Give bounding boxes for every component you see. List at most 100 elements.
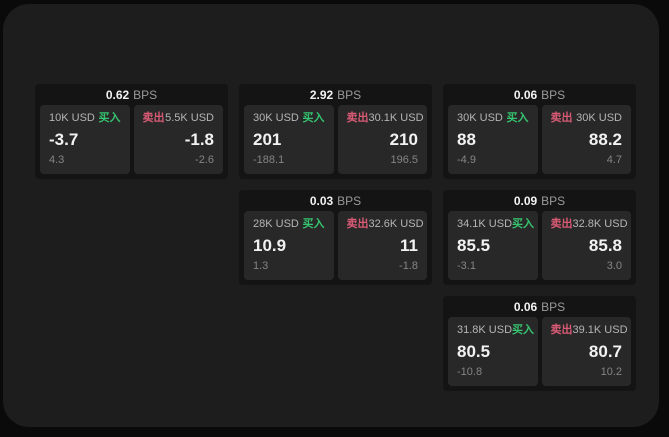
sell-panel[interactable]: 卖出 30.1K USD 210 196.5 [337, 105, 427, 174]
bps-value: 0.06 [513, 87, 538, 102]
buy-delta: 4.3 [49, 154, 65, 166]
buy-amount: 10K USD [49, 112, 95, 124]
bps-value: 0.03 [309, 193, 334, 208]
card-header: 0.06 BPS [443, 296, 636, 317]
sell-delta: -1.8 [399, 260, 418, 272]
buy-panel-top: 31.8K USD 买入 [457, 324, 534, 337]
buy-panel[interactable]: 28K USD 买入 10.9 1.3 [244, 211, 334, 280]
cards-grid: 0.62 BPS 10K USD 买入 -3.7 4.3 卖出 5.5K USD… [35, 84, 636, 391]
bps-unit-label: BPS [541, 193, 566, 208]
card-header: 0.09 BPS [443, 190, 636, 211]
card-header: 0.03 BPS [239, 190, 432, 211]
app-window: 0.62 BPS 10K USD 买入 -3.7 4.3 卖出 5.5K USD… [3, 4, 659, 427]
spread-card[interactable]: 0.06 BPS 31.8K USD 买入 80.5 -10.8 卖出 39.1… [443, 296, 636, 391]
sell-panel-top: 卖出 32.8K USD [550, 218, 628, 231]
buy-panel[interactable]: 10K USD 买入 -3.7 4.3 [40, 105, 130, 174]
sell-delta: 4.7 [606, 154, 622, 166]
card-body: 30K USD 买入 201 -188.1 卖出 30.1K USD 210 1… [244, 105, 427, 174]
sell-panel[interactable]: 卖出 32.6K USD 11 -1.8 [337, 211, 427, 280]
card-header: 2.92 BPS [239, 84, 432, 105]
buy-value: 10.9 [253, 235, 287, 255]
sell-panel[interactable]: 卖出 32.8K USD 85.8 3.0 [541, 211, 631, 280]
spread-card[interactable]: 0.09 BPS 34.1K USD 买入 85.5 -3.1 卖出 32.8K… [443, 190, 636, 285]
buy-amount: 34.1K USD [457, 218, 513, 230]
buy-delta: 1.3 [253, 260, 269, 272]
buy-panel[interactable]: 34.1K USD 买入 85.5 -3.1 [448, 211, 538, 280]
sell-panel[interactable]: 卖出 5.5K USD -1.8 -2.6 [133, 105, 223, 174]
buy-side-label: 买入 [506, 112, 529, 124]
sell-value: -1.8 [184, 129, 214, 149]
bps-unit-label: BPS [133, 87, 158, 102]
sell-panel-top: 卖出 30K USD [551, 112, 623, 125]
sell-amount: 5.5K USD [165, 112, 214, 124]
sell-delta: 10.2 [600, 366, 622, 378]
sell-panel-top: 卖出 39.1K USD [550, 324, 628, 337]
sell-panel[interactable]: 卖出 30K USD 88.2 4.7 [541, 105, 631, 174]
buy-side-label: 买入 [302, 218, 325, 230]
spread-card[interactable]: 0.03 BPS 28K USD 买入 10.9 1.3 卖出 32.6K US… [239, 190, 432, 285]
buy-amount: 30K USD [253, 112, 299, 124]
card-body: 28K USD 买入 10.9 1.3 卖出 32.6K USD 11 -1.8 [244, 211, 427, 280]
buy-value: 201 [253, 129, 282, 149]
sell-delta: 3.0 [606, 260, 622, 272]
sell-side-label: 卖出 [346, 112, 369, 124]
buy-side-label: 买入 [512, 218, 535, 230]
sell-value: 88.2 [588, 129, 622, 149]
buy-delta: -3.1 [457, 260, 476, 272]
buy-value: -3.7 [49, 129, 79, 149]
bps-unit-label: BPS [337, 87, 362, 102]
buy-amount: 31.8K USD [457, 324, 513, 336]
sell-panel[interactable]: 卖出 39.1K USD 80.7 10.2 [541, 317, 631, 386]
spread-card[interactable]: 0.62 BPS 10K USD 买入 -3.7 4.3 卖出 5.5K USD… [35, 84, 228, 179]
bps-value: 0.06 [513, 299, 538, 314]
buy-panel-top: 10K USD 买入 [49, 112, 121, 125]
sell-value: 80.7 [588, 341, 622, 361]
buy-value: 88 [457, 129, 476, 149]
sell-amount: 32.6K USD [368, 218, 424, 230]
buy-side-label: 买入 [98, 112, 121, 124]
card-header: 0.06 BPS [443, 84, 636, 105]
buy-panel-top: 34.1K USD 买入 [457, 218, 534, 231]
sell-value: 85.8 [588, 235, 622, 255]
buy-value: 80.5 [457, 341, 491, 361]
buy-panel[interactable]: 30K USD 买入 201 -188.1 [244, 105, 334, 174]
bps-value: 0.62 [105, 87, 130, 102]
buy-panel[interactable]: 31.8K USD 买入 80.5 -10.8 [448, 317, 538, 386]
buy-delta: -188.1 [253, 154, 285, 166]
buy-amount: 30K USD [457, 112, 503, 124]
buy-panel-top: 30K USD 买入 [253, 112, 325, 125]
sell-amount: 32.8K USD [572, 218, 628, 230]
buy-amount: 28K USD [253, 218, 299, 230]
spread-card[interactable]: 0.06 BPS 30K USD 买入 88 -4.9 卖出 30K USD 8… [443, 84, 636, 179]
bps-value: 2.92 [309, 87, 334, 102]
sell-delta: -2.6 [195, 154, 214, 166]
sell-side-label: 卖出 [142, 112, 165, 124]
buy-delta: -10.8 [457, 366, 483, 378]
sell-value: 11 [400, 235, 418, 255]
bps-unit-label: BPS [337, 193, 362, 208]
sell-amount: 30.1K USD [368, 112, 424, 124]
sell-amount: 39.1K USD [572, 324, 628, 336]
card-body: 10K USD 买入 -3.7 4.3 卖出 5.5K USD -1.8 -2.… [40, 105, 223, 174]
buy-delta: -4.9 [457, 154, 476, 166]
buy-panel-top: 28K USD 买入 [253, 218, 325, 231]
sell-side-label: 卖出 [550, 218, 573, 230]
buy-panel[interactable]: 30K USD 买入 88 -4.9 [448, 105, 538, 174]
bps-value: 0.09 [513, 193, 538, 208]
buy-value: 85.5 [457, 235, 491, 255]
sell-value: 210 [389, 129, 418, 149]
card-body: 30K USD 买入 88 -4.9 卖出 30K USD 88.2 4.7 [448, 105, 631, 174]
sell-side-label: 卖出 [550, 112, 573, 124]
sell-amount: 30K USD [576, 112, 622, 124]
buy-panel-top: 30K USD 买入 [457, 112, 529, 125]
sell-delta: 196.5 [390, 154, 418, 166]
card-body: 31.8K USD 买入 80.5 -10.8 卖出 39.1K USD 80.… [448, 317, 631, 386]
bps-unit-label: BPS [541, 299, 566, 314]
buy-side-label: 买入 [512, 324, 535, 336]
spread-card[interactable]: 2.92 BPS 30K USD 买入 201 -188.1 卖出 30.1K … [239, 84, 432, 179]
card-body: 34.1K USD 买入 85.5 -3.1 卖出 32.8K USD 85.8… [448, 211, 631, 280]
sell-panel-top: 卖出 30.1K USD [346, 112, 424, 125]
sell-side-label: 卖出 [550, 324, 573, 336]
card-header: 0.62 BPS [35, 84, 228, 105]
sell-side-label: 卖出 [346, 218, 369, 230]
